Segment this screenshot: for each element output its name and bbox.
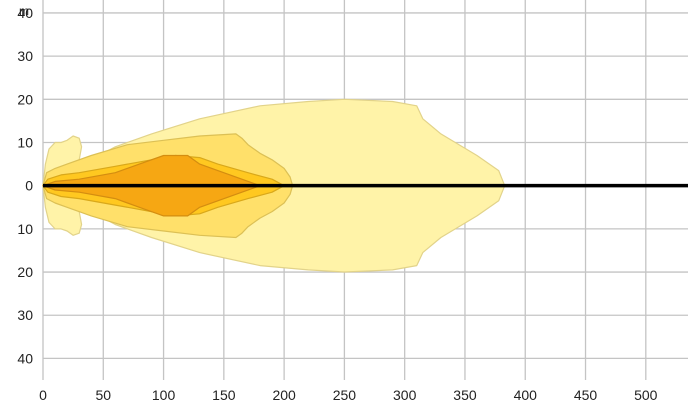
x-tick-label: 450 [574,387,598,403]
x-tick-label: 300 [393,387,417,403]
x-tick-labels: 0 50 100 150 200 250 300 350 400 450 500 [39,387,658,403]
x-tick-label: 200 [272,387,296,403]
y-tick-labels: 40 30 20 10 0 10 20 30 40 [17,5,33,366]
x-tick-label: 350 [453,387,477,403]
y-tick-label: 20 [17,264,33,280]
y-tick-label: 10 [17,135,33,151]
x-tick-label: 150 [212,387,236,403]
x-tick-label: 400 [514,387,538,403]
y-tick-label: 40 [17,350,33,366]
x-tick-label: 0 [39,387,47,403]
y-unit-label: m [19,4,29,18]
x-tick-label: 250 [333,387,357,403]
x-tick-label: 50 [95,387,111,403]
x-tick-label: 100 [152,387,176,403]
y-tick-label: 0 [25,178,33,194]
x-tick-label: 500 [634,387,658,403]
y-tick-label: 30 [17,48,33,64]
y-tick-label: 10 [17,221,33,237]
y-tick-label: 30 [17,307,33,323]
y-tick-label: 20 [17,91,33,107]
y-tick-label: 40 [17,5,33,21]
